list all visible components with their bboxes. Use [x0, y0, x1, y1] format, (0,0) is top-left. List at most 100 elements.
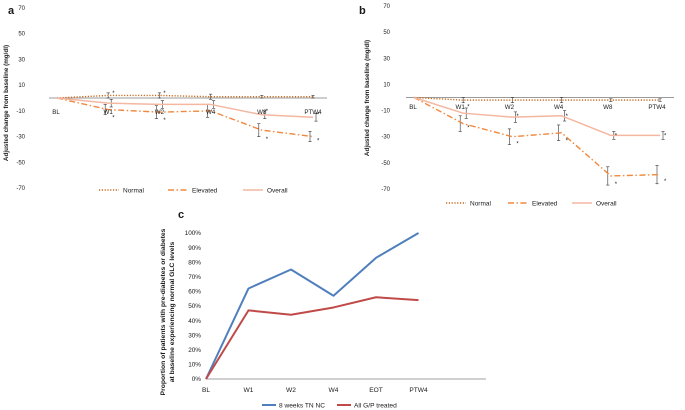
- category-label: W1: [456, 104, 466, 111]
- category-label: W8: [257, 109, 267, 116]
- panel-b-ytick: 70: [383, 4, 390, 10]
- panel-a-ytick: -30: [16, 135, 25, 141]
- panel-b-ytick: -70: [381, 187, 390, 193]
- panel-c-ytick: 10%: [188, 362, 201, 369]
- significance-marker: *: [317, 113, 320, 119]
- significance-marker: *: [664, 179, 667, 185]
- legend-label: Normal: [123, 187, 145, 194]
- category-label: BL: [202, 387, 210, 394]
- panel-a-ytick: -10: [16, 109, 25, 115]
- category-label: W4: [554, 104, 564, 111]
- significance-marker: *: [566, 114, 569, 120]
- legend-label: Overall: [596, 200, 617, 207]
- panel-b-ylabel: Adjusted change from baseline (mg/dl): [364, 40, 371, 156]
- panel-b-series: [413, 96, 661, 177]
- panel-b-ytick: -10: [381, 109, 390, 115]
- panel-b-ytick: 30: [383, 56, 390, 62]
- category-label: W1: [244, 387, 254, 394]
- panel-c-ytick: 60%: [188, 289, 201, 296]
- category-label: W4: [329, 387, 339, 394]
- panel-c: c Proportion of patients with pre-diabet…: [160, 209, 486, 409]
- panel-b-ytick: 50: [383, 30, 390, 36]
- panel-a: a Adjusted change from baseline (mg/dl) …: [3, 5, 327, 194]
- panel-b-ytick: 10: [383, 82, 390, 88]
- panel-b-ytick: -50: [381, 161, 390, 167]
- panel-a-ytick: 30: [18, 57, 25, 63]
- legend-label: All G/P treated: [354, 402, 397, 409]
- panel-c-ytick: 0%: [192, 376, 202, 383]
- panel-c-ytick: 100%: [185, 230, 202, 237]
- panel-a-ytick: 70: [18, 6, 25, 12]
- legend-label: Elevated: [532, 200, 558, 207]
- panel-c-ytick: 70%: [188, 274, 201, 281]
- panel-c-letter: c: [178, 209, 184, 221]
- category-label: W2: [286, 387, 296, 394]
- category-label: W4: [206, 109, 216, 116]
- panel-c-ylabel-line-1: Proportion of patients with pre-diabetes…: [160, 228, 167, 395]
- significance-marker: *: [516, 141, 519, 147]
- panel-b-significance: * * * * * * * * * *: [467, 105, 667, 188]
- series-line-gp-treated: [205, 296, 419, 380]
- panel-c-series: [205, 232, 420, 380]
- panel-c-ylabel-line-2: at baseline experiencing normal GLC leve…: [169, 242, 176, 383]
- panel-b-categories: BL W1 W2 W4 W8 PTW4: [409, 104, 666, 111]
- significance-marker: *: [163, 91, 166, 97]
- panel-a-ytick: -70: [16, 186, 25, 192]
- panel-a-error-bars: [103, 92, 318, 143]
- series-line-overall: [413, 96, 660, 137]
- series-line-tn-nc: [205, 232, 420, 380]
- panel-c-ytick: 30%: [188, 332, 201, 339]
- panel-a-significance: * * * * * * * *: [112, 91, 320, 145]
- panel-b-error-bars: [458, 97, 665, 186]
- significance-marker: *: [112, 115, 115, 121]
- category-label: W8: [603, 104, 613, 111]
- category-label: BL: [409, 104, 417, 111]
- category-label: BL: [52, 109, 60, 116]
- panel-c-yticks: 100% 90% 80% 70% 60% 50% 40% 30% 20% 10% 0%: [185, 230, 202, 383]
- panel-c-ytick: 80%: [188, 259, 201, 266]
- series-line-elevated: [413, 96, 661, 177]
- significance-marker: *: [566, 139, 569, 145]
- panel-b: b Adjusted change from baseline (mg/dl) …: [359, 4, 674, 207]
- series-line-normal: [56, 94, 313, 99]
- legend-label: Overall: [267, 187, 288, 194]
- panel-c-ytick: 40%: [188, 318, 201, 325]
- significance-marker: *: [112, 91, 115, 97]
- panel-b-letter: b: [359, 5, 366, 17]
- significance-marker: *: [266, 109, 269, 115]
- category-label: W1: [104, 109, 114, 116]
- significance-marker: *: [317, 138, 320, 144]
- legend-label: Elevated: [192, 187, 218, 194]
- panel-a-ylabel: Adjusted change from baseline (mg/dl): [3, 45, 10, 161]
- significance-marker: *: [467, 126, 470, 132]
- panel-c-categories: BL W1 W2 W4 EOT PTW4: [202, 387, 428, 394]
- panel-c-ytick: 50%: [188, 303, 201, 310]
- panel-c-legend: 8 weeks TN NC All G/P treated: [262, 402, 397, 409]
- significance-marker: *: [516, 114, 519, 120]
- series-line-overall: [56, 97, 314, 119]
- panel-a-ytick: 10: [18, 83, 25, 89]
- legend-label: Normal: [470, 200, 492, 207]
- series-line-elevated: [56, 97, 314, 138]
- panel-b-yticks: 70 50 30 10 -10 -30 -50 -70: [381, 4, 390, 193]
- significance-marker: *: [664, 133, 667, 139]
- panel-a-series: [56, 94, 314, 138]
- significance-marker: *: [615, 182, 618, 188]
- panel-c-ytick: 90%: [188, 245, 201, 252]
- category-label: PTW4: [304, 109, 322, 116]
- category-label: PTW4: [409, 387, 428, 394]
- series-line-normal: [413, 96, 660, 101]
- category-label: W2: [505, 104, 515, 111]
- significance-marker: *: [266, 137, 269, 143]
- category-label: W2: [155, 109, 165, 116]
- panel-a-ytick: -50: [16, 160, 25, 166]
- legend-label: 8 weeks TN NC: [279, 402, 325, 409]
- panel-b-legend: Normal Elevated Overall: [446, 200, 617, 207]
- panel-a-yticks: 70 50 30 10 -10 -30 -50 -70: [16, 6, 25, 192]
- panel-c-ytick: 20%: [188, 347, 201, 354]
- panel-a-ytick: 50: [18, 32, 25, 38]
- panel-a-letter: a: [8, 5, 15, 17]
- category-label: PTW4: [648, 104, 666, 111]
- category-label: EOT: [369, 387, 383, 394]
